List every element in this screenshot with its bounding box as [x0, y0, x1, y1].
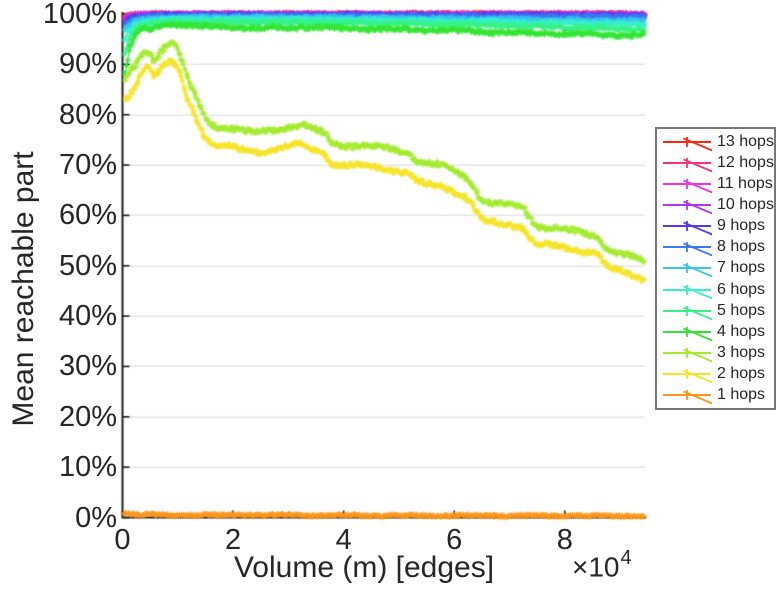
legend-line-and-asterisk-marker-icon [663, 326, 712, 342]
legend-item-label: 13 hops [717, 132, 774, 150]
legend-item: 6 hops [662, 280, 771, 300]
legend-line-and-asterisk-marker-icon [663, 242, 712, 257]
x-tick-label: 2 [225, 524, 242, 556]
y-tick-label: 60% [58, 199, 117, 232]
x-axis-label: Volume (m) [edges] [233, 551, 495, 584]
x-tick-label: 6 [446, 524, 463, 556]
y-tick-label: 0% [75, 501, 117, 534]
legend-item-label: 6 hops [717, 280, 766, 298]
legend-line-and-asterisk-marker-icon [663, 284, 712, 299]
legend-item: 11 hops [662, 174, 773, 194]
legend-item-label: 10 hops [717, 195, 774, 213]
legend-item: 2 hops [662, 364, 771, 384]
y-tick-label: 100% [42, 0, 117, 30]
legend-item-label: 1 hops [717, 386, 766, 404]
legend-item-label: 9 hops [717, 217, 766, 235]
y-tick-label: 10% [58, 451, 117, 484]
legend-item: 4 hops [662, 322, 771, 342]
legend-item-label: 7 hops [717, 259, 766, 277]
legend-item-label: 8 hops [717, 238, 766, 256]
legend-line-and-asterisk-marker-icon [663, 369, 712, 384]
legend-item: 10 hops [662, 195, 774, 215]
legend-item: 1 hops [662, 385, 771, 405]
legend-item: 8 hops [662, 237, 771, 257]
legend-line-and-asterisk-marker-icon [663, 305, 712, 321]
legend-item: 9 hops [662, 216, 771, 236]
x-tick-label: 0 [114, 524, 131, 556]
x-axis-exponent: ×104 [572, 547, 632, 583]
exponent-power: 4 [620, 547, 632, 569]
legend-line-and-asterisk-marker-icon [663, 221, 712, 236]
y-tick-label: 40% [58, 300, 117, 333]
legend-item: 7 hops [662, 258, 771, 278]
y-tick-label: 30% [58, 350, 117, 383]
legend-item-label: 3 hops [717, 343, 766, 361]
y-axis-label: Mean reachable part [7, 151, 40, 427]
exponent-base: ×10 [572, 551, 620, 583]
legend-line-and-asterisk-marker-icon [663, 178, 712, 194]
legend-item-label: 12 hops [717, 153, 774, 171]
y-tick-label: 90% [58, 48, 117, 81]
y-tick-label: 80% [58, 98, 117, 131]
x-tick-label: 8 [556, 524, 573, 556]
legend-line-and-asterisk-marker-icon [663, 390, 712, 405]
legend-item-label: 4 hops [717, 322, 766, 340]
legend-item: 3 hops [662, 343, 771, 363]
legend-item: 5 hops [662, 301, 771, 321]
legend-item-label: 2 hops [717, 365, 766, 383]
x-tick-label: 4 [335, 524, 352, 556]
legend-item: 13 hops [662, 132, 774, 152]
legend-line-and-asterisk-marker-icon [663, 136, 712, 151]
legend-line-and-asterisk-marker-icon [663, 157, 712, 173]
legend-item: 12 hops [662, 153, 774, 173]
legend-item-label: 11 hops [717, 174, 773, 192]
legend-line-and-asterisk-marker-icon [663, 199, 712, 215]
y-tick-label: 20% [58, 400, 117, 433]
legend: 13 hops 12 hops 11 hops 10 hops 9 hops 8 hops… [655, 127, 776, 410]
y-tick-label: 70% [58, 149, 117, 182]
y-tick-label: 50% [58, 249, 117, 282]
legend-line-and-asterisk-marker-icon [663, 263, 712, 278]
legend-item-label: 5 hops [717, 301, 766, 319]
legend-line-and-asterisk-marker-icon [663, 347, 712, 363]
